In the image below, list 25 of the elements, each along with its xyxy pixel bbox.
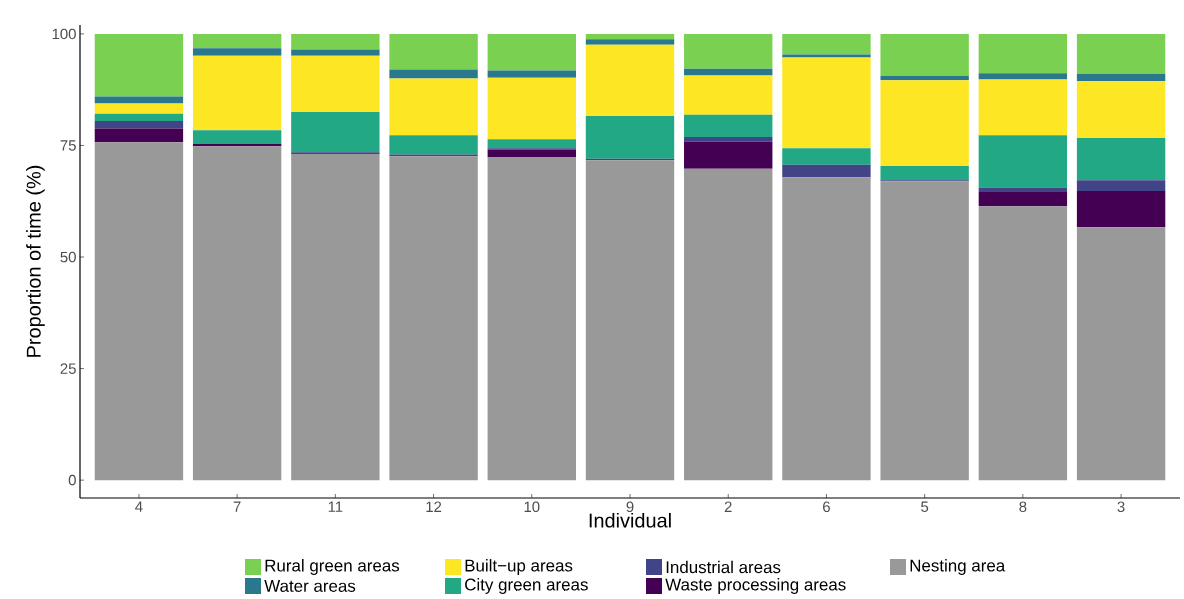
legend-label: Nesting area	[910, 559, 1006, 575]
y-tick-label: 0	[68, 474, 76, 486]
x-tick-label: 3	[1117, 501, 1125, 513]
legend-label: Industrial areas	[666, 560, 781, 574]
x-tick-label: 4	[135, 501, 143, 512]
legend-label: Rural green areas	[265, 559, 400, 575]
x-tick-label: 12	[426, 501, 442, 512]
x-axis-title: Individual	[589, 512, 671, 528]
y-tick-label: 75	[60, 140, 76, 151]
y-axis-title: Proportion of time (%)	[26, 165, 45, 357]
y-tick-label: 50	[60, 251, 76, 263]
y-tick-label: 25	[60, 363, 76, 374]
x-tick-label: 2	[724, 501, 732, 512]
y-tick-label: 100	[52, 28, 76, 40]
x-tick-label: 11	[328, 501, 343, 512]
legend-label: City green areas	[465, 578, 588, 594]
legend-label: Waste processing areas	[665, 578, 846, 594]
x-tick-label: 7	[233, 501, 241, 512]
legend-label: Water areas	[264, 580, 356, 592]
x-tick-label: 9	[626, 501, 634, 513]
x-tick-label: 6	[823, 501, 830, 513]
x-tick-label: 10	[524, 501, 540, 513]
legend-label: Built−up areas	[465, 559, 573, 575]
x-tick-label: 5	[921, 501, 929, 512]
x-tick-label: 8	[1019, 501, 1027, 513]
